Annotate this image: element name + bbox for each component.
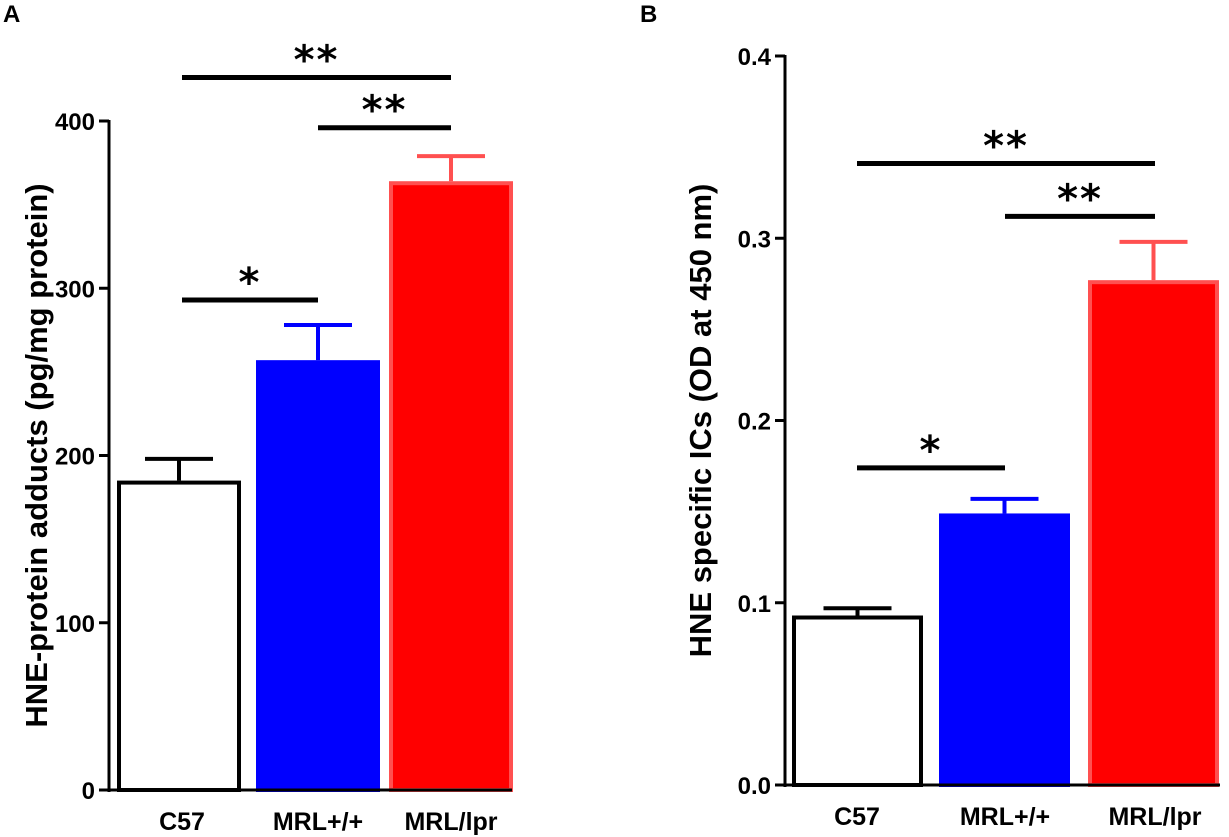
panel-b-bar-3 — [1088, 280, 1219, 787]
panel-b-significance-label: ** — [983, 124, 1029, 170]
panel-b-y-tick-label: 0.3 — [738, 226, 771, 253]
panel-b-category-label: MRL/lpr — [1108, 803, 1201, 831]
panel-b-y-tick-label: 0.0 — [738, 773, 771, 800]
panel-a-significance-label: ** — [362, 88, 408, 134]
panel-a-y-tick-label: 400 — [55, 109, 95, 136]
panel-a-significance-label: * — [239, 260, 262, 306]
panel-a-y-axis-title: HNE-protein adducts (pg/mg protein) — [19, 183, 54, 727]
panel-a-bar-2 — [256, 360, 380, 792]
panel-a-letter: A — [3, 1, 20, 28]
panel-b-bar-1 — [792, 615, 923, 787]
panel-a: A C57 MRL+/+ MRL/lpr 0 100 200 300 400 HNE-prote… — [3, 1, 513, 836]
panel-b-y-tick-label: 0.4 — [738, 44, 772, 71]
panel-b-letter: B — [640, 1, 657, 28]
panel-a-bar-3 — [389, 181, 513, 792]
panel-b-bar-2 — [939, 513, 1070, 787]
panel-b: B C57 MRL+/+ MRL/lpr 0.0 0.1 0.2 0.3 0.4 HNE spe… — [640, 1, 1220, 831]
panel-a-y-tick-label: 100 — [55, 611, 95, 638]
panel-a-significance-label: ** — [294, 38, 340, 84]
panel-b-y-axis-title: HNE specific ICs (OD at 450 nm) — [683, 184, 718, 658]
panel-b-category-label: C57 — [834, 803, 880, 831]
panel-a-category-label: MRL/lpr — [404, 808, 497, 836]
panel-a-y-tick-label: 0 — [82, 778, 95, 805]
panel-b-significance-label: * — [920, 428, 943, 474]
panel-a-bar-1 — [117, 480, 241, 792]
panel-b-significance-label: ** — [1057, 176, 1103, 222]
panel-b-y-tick-label: 0.2 — [738, 409, 771, 436]
panel-a-category-label: MRL+/+ — [273, 808, 363, 836]
panel-b-category-label: MRL+/+ — [960, 803, 1050, 831]
panel-b-y-tick-label: 0.1 — [738, 591, 771, 618]
panel-a-category-label: C57 — [159, 808, 205, 836]
panel-a-y-tick-label: 300 — [55, 276, 95, 303]
panel-a-y-tick-label: 200 — [55, 444, 95, 471]
